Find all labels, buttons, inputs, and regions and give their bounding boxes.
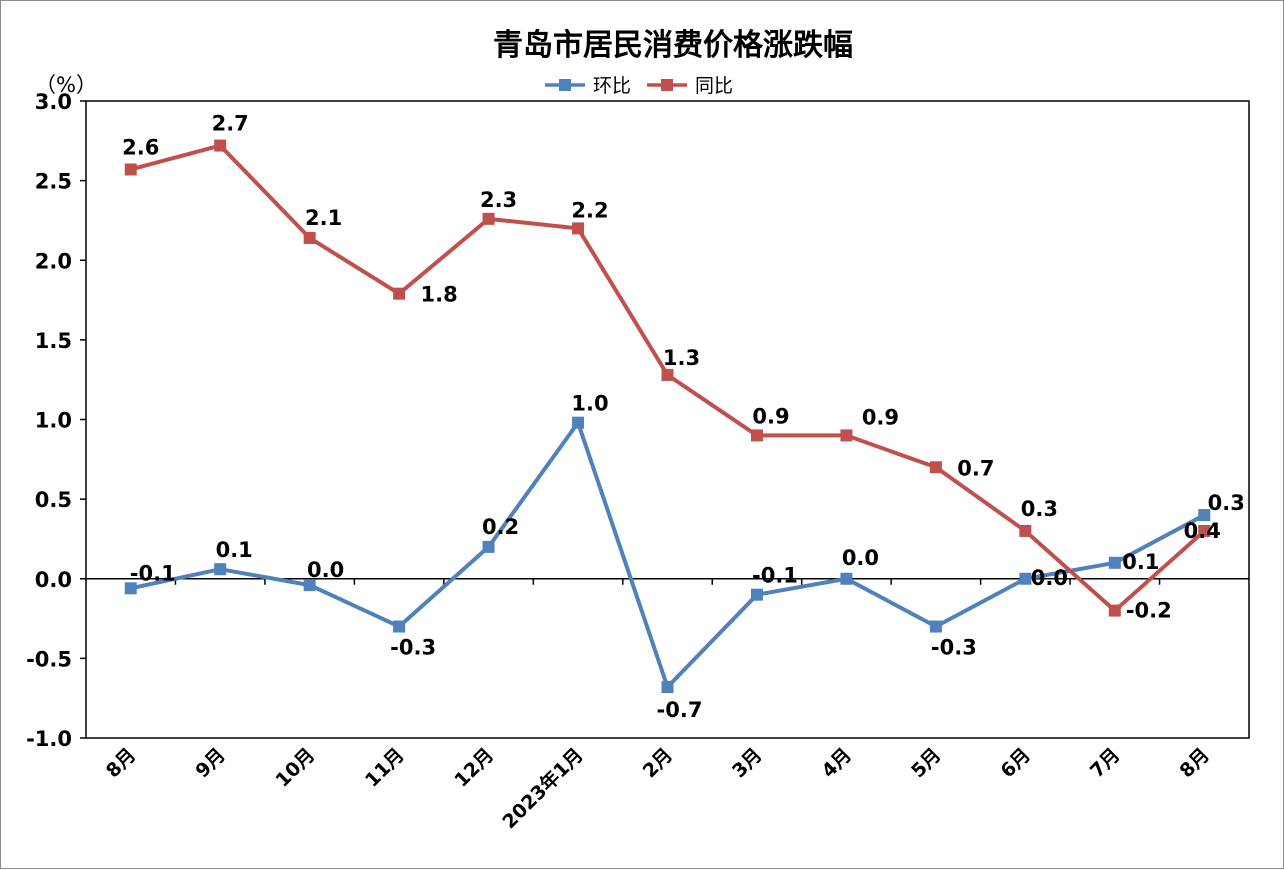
data-point-yoy[interactable] [572, 222, 585, 235]
x-tick-label: 4月 [818, 744, 856, 782]
x-tick-label: 8月 [102, 744, 140, 782]
y-tick-label: 0.0 [35, 568, 72, 592]
x-tick-label: 9月 [191, 744, 229, 782]
data-label-mom: -0.7 [657, 698, 703, 722]
series-line-mom [130, 420, 1206, 690]
data-label-mom: -0.1 [752, 564, 798, 588]
legend-item-yoy[interactable]: 同比 [647, 75, 733, 97]
data-point-yoy[interactable] [214, 139, 227, 152]
data-label-yoy: 1.8 [421, 283, 458, 307]
data-labels: -0.1 0.1 0.0 -0.3 0.2 1.0 -0.7 -0.1 0.0 -0.3 0.0 0.… [122, 112, 1245, 722]
data-point-yoy[interactable] [750, 429, 763, 442]
x-tick-label: 7月 [1086, 744, 1124, 782]
data-point-mom[interactable] [661, 681, 674, 694]
x-tick-label: 3月 [728, 744, 766, 782]
series-layer [124, 139, 1211, 694]
data-label-mom: 0.0 [842, 546, 879, 570]
data-label-yoy: 2.2 [571, 198, 608, 222]
data-label-mom: 0.2 [482, 515, 519, 539]
data-point-mom[interactable] [840, 572, 853, 585]
data-point-yoy[interactable] [1019, 524, 1032, 537]
data-label-mom: -0.3 [390, 636, 436, 660]
x-tick-label: 8月 [1175, 744, 1213, 782]
data-point-mom[interactable] [482, 540, 495, 553]
data-point-yoy[interactable] [303, 231, 316, 244]
y-tick-label: 2.0 [35, 249, 72, 273]
y-tick-label: 1.0 [35, 409, 72, 433]
x-tick-label: 11月 [361, 744, 409, 792]
data-label-yoy: 2.6 [122, 135, 159, 159]
data-label-mom: -0.1 [130, 561, 176, 585]
data-point-yoy[interactable] [929, 461, 942, 474]
data-point-yoy[interactable] [840, 429, 853, 442]
x-tick-label: 10月 [271, 744, 319, 792]
legend-marker-mom [559, 79, 571, 91]
x-tick-label: 12月 [450, 744, 498, 792]
data-point-mom[interactable] [124, 582, 137, 595]
data-label-mom: 0.1 [1122, 550, 1159, 574]
data-label-mom: 0.0 [1031, 566, 1068, 590]
data-point-yoy[interactable] [661, 368, 674, 381]
data-label-mom: 0.0 [307, 558, 344, 582]
data-label-yoy: 2.3 [480, 188, 517, 212]
x-tick-label: 6月 [997, 744, 1035, 782]
plot-area [85, 100, 1250, 739]
y-tick-label: 3.0 [35, 90, 72, 114]
data-point-mom[interactable] [214, 563, 227, 576]
data-label-yoy: 0.3 [1021, 497, 1058, 521]
data-point-mom[interactable] [750, 588, 763, 601]
data-point-mom[interactable] [1108, 556, 1121, 569]
data-point-mom[interactable] [1019, 572, 1032, 585]
chart-title: 青岛市居民消费价格涨跌幅 [493, 28, 853, 63]
y-tick-label: 1.5 [35, 329, 72, 353]
y-tick-label: -1.0 [26, 727, 72, 751]
data-point-mom[interactable] [1198, 509, 1211, 522]
data-label-yoy: 0.7 [957, 456, 994, 480]
legend-label-mom: 环比 [593, 75, 631, 97]
data-point-mom[interactable] [303, 579, 316, 592]
legend-label-yoy: 同比 [695, 75, 733, 97]
x-tick-label: 2月 [639, 744, 677, 782]
data-label-mom: 0.4 [1184, 519, 1221, 543]
y-tick-label: 2.5 [35, 170, 72, 194]
data-label-yoy: 0.3 [1208, 491, 1245, 515]
data-label-yoy: 1.3 [663, 346, 700, 370]
data-label-yoy: 2.7 [212, 112, 249, 136]
data-point-mom[interactable] [572, 416, 585, 429]
legend-marker-yoy [661, 79, 673, 91]
data-point-mom[interactable] [929, 620, 942, 633]
data-label-yoy: -0.2 [1126, 599, 1172, 623]
data-label-yoy: 0.9 [862, 405, 899, 429]
x-tick-label: 5月 [907, 744, 945, 782]
data-label-mom: 1.0 [571, 392, 608, 416]
data-point-yoy[interactable] [1198, 524, 1211, 537]
legend: 环比 同比 [545, 75, 733, 97]
data-point-yoy[interactable] [393, 287, 406, 300]
legend-item-mom[interactable]: 环比 [545, 75, 631, 97]
data-label-mom: 0.1 [216, 538, 253, 562]
y-axis: -1.0 -0.5 0.0 0.5 1.0 1.5 2.0 2.5 3.0 [26, 90, 86, 751]
data-label-yoy: 2.1 [305, 206, 342, 230]
y-tick-label: -0.5 [26, 647, 72, 671]
data-point-yoy[interactable] [1108, 604, 1121, 617]
y-tick-label: 0.5 [35, 488, 72, 512]
data-point-yoy[interactable] [482, 212, 495, 225]
x-tick-label: 2023年1月 [498, 743, 588, 833]
data-point-mom[interactable] [393, 620, 406, 633]
data-label-yoy: 0.9 [752, 404, 789, 428]
y-axis-unit: （%） [35, 73, 97, 97]
data-label-mom: -0.3 [931, 636, 977, 660]
data-point-yoy[interactable] [124, 163, 137, 176]
